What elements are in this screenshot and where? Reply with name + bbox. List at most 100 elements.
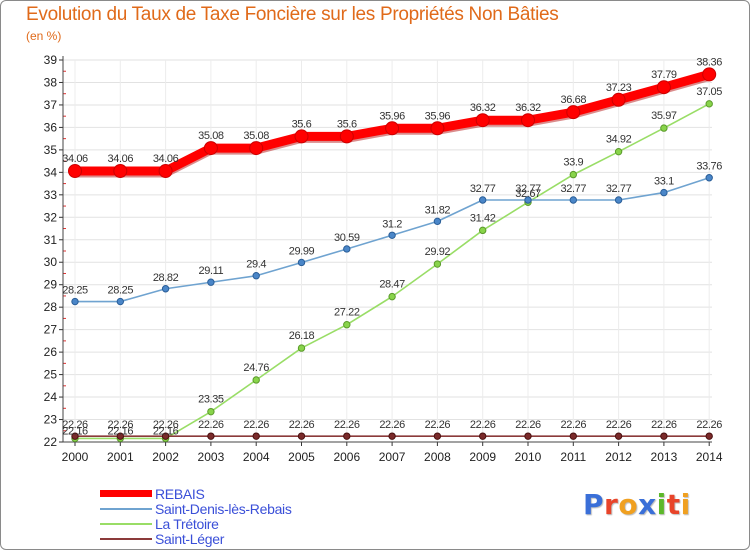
data-label-la-tr-toire: 22.16 xyxy=(108,425,134,437)
y-tick-label: 30 xyxy=(44,255,58,269)
data-point-rebais xyxy=(113,164,128,179)
data-point-rebais xyxy=(475,113,490,128)
data-point-saint-denis-l-s-rebais xyxy=(161,285,170,293)
x-tick-label: 2000 xyxy=(62,450,89,464)
data-label-saint-l-ger: 22.26 xyxy=(561,419,587,431)
data-label-rebais: 35.96 xyxy=(379,110,405,122)
data-label-saint-l-ger: 22.26 xyxy=(470,419,496,431)
legend-item-saint-denis: Saint-Denis-lès-Rebais xyxy=(100,501,292,517)
data-label-rebais: 34.06 xyxy=(108,153,134,165)
data-label-la-tr-toire: 29.92 xyxy=(425,246,451,258)
legend-swatch-la-tretoire xyxy=(100,522,152,525)
data-label-rebais: 36.68 xyxy=(561,94,587,106)
data-label-saint-l-ger: 22.26 xyxy=(651,419,677,431)
data-point-saint-l-ger xyxy=(524,432,532,440)
data-point-rebais xyxy=(566,105,581,120)
data-label-rebais: 35.08 xyxy=(243,130,269,142)
data-label-la-tr-toire: 35.97 xyxy=(651,110,677,122)
series-layer xyxy=(68,67,717,443)
data-label-rebais: 35.08 xyxy=(198,130,224,142)
y-tick-label: 28 xyxy=(44,300,58,314)
data-label-la-tr-toire: 37.05 xyxy=(696,86,722,98)
y-tick-label: 25 xyxy=(44,368,58,382)
data-label-layer: 34.06 34.06 34.06 35.08 35.08 35.6 35.6 35.96 35… xyxy=(62,56,722,437)
data-label-saint-denis-l-s-rebais: 29.99 xyxy=(289,245,315,257)
x-tick-label: 2013 xyxy=(651,450,678,464)
data-label-saint-denis-l-s-rebais: 28.82 xyxy=(153,272,179,284)
data-label-saint-l-ger: 22.26 xyxy=(62,419,88,431)
data-point-la-tr-toire xyxy=(343,321,351,329)
data-label-saint-denis-l-s-rebais: 32.77 xyxy=(515,183,541,195)
data-point-saint-l-ger xyxy=(343,432,351,440)
data-label-saint-l-ger: 22.26 xyxy=(334,419,360,431)
data-label-saint-l-ger: 22.26 xyxy=(243,419,269,431)
y-tick-label: 38 xyxy=(44,75,58,89)
data-label-la-tr-toire: 24.76 xyxy=(243,362,269,374)
data-label-saint-denis-l-s-rebais: 29.4 xyxy=(246,259,266,271)
legend-swatch-saint-denis xyxy=(100,507,152,510)
data-point-saint-denis-l-s-rebais xyxy=(71,297,79,306)
data-label-saint-l-ger: 22.26 xyxy=(515,419,541,431)
legend: REBAIS Saint-Denis-lès-Rebais La Trétoir… xyxy=(100,485,292,547)
y-tick-label: 27 xyxy=(44,323,58,337)
data-label-la-tr-toire: 28.47 xyxy=(379,279,405,291)
data-label-saint-denis-l-s-rebais: 29.11 xyxy=(199,265,224,277)
data-label-saint-l-ger: 22.26 xyxy=(198,419,224,431)
data-point-rebais xyxy=(203,141,218,156)
logo-letter: x xyxy=(638,488,657,521)
data-label-saint-l-ger: 22.26 xyxy=(289,419,315,431)
legend-label-rebais: REBAIS xyxy=(155,485,205,502)
data-point-la-tr-toire xyxy=(614,147,623,156)
data-point-rebais xyxy=(294,129,309,144)
data-point-la-tr-toire xyxy=(433,260,442,268)
x-tick-label: 2005 xyxy=(288,450,315,464)
data-label-saint-l-ger: 22.26 xyxy=(696,419,722,431)
data-label-saint-denis-l-s-rebais: 31.2 xyxy=(382,218,402,230)
chart-title: Evolution du Taux de Taxe Foncière sur l… xyxy=(26,4,559,25)
data-point-rebais xyxy=(158,164,173,179)
data-point-saint-l-ger xyxy=(207,432,215,440)
data-label-saint-l-ger: 22.26 xyxy=(425,419,451,431)
data-label-rebais: 34.06 xyxy=(62,153,88,165)
y-tick-label: 32 xyxy=(44,210,58,224)
data-label-saint-l-ger: 22.26 xyxy=(108,419,134,431)
x-tick-label: 2007 xyxy=(379,450,406,464)
logo-letter: P xyxy=(583,488,605,521)
x-tick-label: 2012 xyxy=(605,450,632,464)
x-tick-label: 2014 xyxy=(696,450,723,464)
data-label-saint-denis-l-s-rebais: 31.82 xyxy=(425,204,451,216)
logo-letter: i xyxy=(680,488,691,521)
data-label-rebais: 37.23 xyxy=(606,82,632,94)
grid-layer xyxy=(63,59,712,442)
data-point-saint-denis-l-s-rebais xyxy=(524,196,532,204)
data-point-saint-l-ger xyxy=(388,432,396,440)
data-point-saint-denis-l-s-rebais xyxy=(343,245,351,253)
data-point-rebais xyxy=(339,129,354,144)
data-label-saint-denis-l-s-rebais: 32.77 xyxy=(470,183,496,195)
y-tick-label: 39 xyxy=(44,53,58,67)
data-point-la-tr-toire xyxy=(479,226,487,235)
y-tick-label: 37 xyxy=(44,98,58,112)
data-label-saint-denis-l-s-rebais: 28.25 xyxy=(62,285,88,297)
data-label-la-tr-toire: 34.92 xyxy=(606,134,632,146)
legend-label-saint-leger: Saint-Léger xyxy=(155,530,225,547)
x-tick-label: 2003 xyxy=(198,450,225,464)
data-label-rebais: 37.79 xyxy=(651,69,677,81)
data-point-saint-denis-l-s-rebais xyxy=(388,231,396,239)
legend-swatch-saint-leger xyxy=(100,537,152,540)
data-point-saint-denis-l-s-rebais xyxy=(614,196,623,204)
data-point-saint-l-ger xyxy=(252,432,260,440)
x-tick-label: 2009 xyxy=(469,450,496,464)
data-point-rebais xyxy=(68,164,82,179)
data-label-la-tr-toire: 22.16 xyxy=(62,425,88,437)
data-point-saint-denis-l-s-rebais xyxy=(116,297,125,306)
x-tick-label: 2011 xyxy=(560,450,586,464)
data-point-saint-denis-l-s-rebais xyxy=(569,196,577,204)
data-point-rebais xyxy=(521,113,535,128)
data-point-saint-l-ger xyxy=(479,432,487,440)
axis-layer: 22 23 24 25 26 27 28 29 30 31 32 33 34 35 36 37 38 39 2000… xyxy=(44,53,723,464)
data-label-rebais: 35.6 xyxy=(337,118,357,130)
legend-label-la-tretoire: La Trétoire xyxy=(155,515,219,532)
chart-unit: (en %) xyxy=(26,29,62,43)
